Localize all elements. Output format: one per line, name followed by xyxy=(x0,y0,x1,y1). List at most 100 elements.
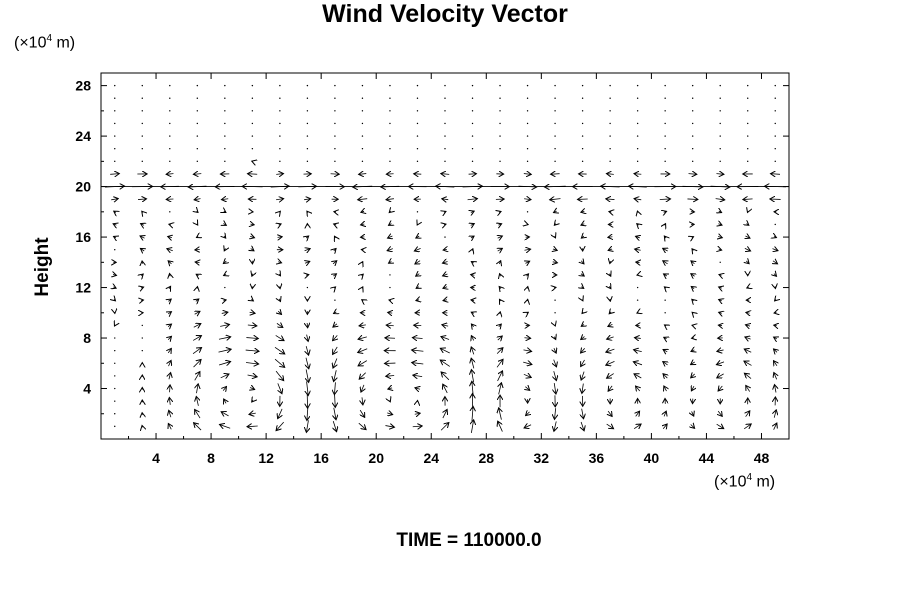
wind-arrow xyxy=(554,337,555,340)
wind-arrow xyxy=(333,358,337,368)
x-tick-label: 8 xyxy=(207,450,215,466)
wind-arrow xyxy=(195,409,201,419)
wind-arrow xyxy=(442,199,449,200)
wind-arrow xyxy=(555,236,556,238)
calm-point xyxy=(636,148,639,150)
calm-point xyxy=(719,261,721,264)
x-axis-unit: (×104 m) xyxy=(714,472,775,491)
calm-point xyxy=(141,97,143,99)
wind-arrow xyxy=(691,424,695,428)
wind-arrow xyxy=(609,312,611,314)
wind-arrow xyxy=(582,383,583,394)
wind-arrow xyxy=(334,407,336,420)
x-unit-prefix: (×10 xyxy=(714,473,747,491)
wind-arrow xyxy=(499,211,501,212)
wind-arrow xyxy=(333,324,337,327)
wind-arrow xyxy=(193,324,201,328)
calm-point xyxy=(361,122,364,125)
calm-point xyxy=(334,97,336,99)
wind-arrow xyxy=(581,287,583,289)
wind-arrow xyxy=(634,199,642,200)
calm-point xyxy=(554,160,556,163)
calm-point xyxy=(224,286,226,289)
wind-arrow xyxy=(387,413,392,415)
wind-arrow xyxy=(440,348,450,354)
wind-arrow xyxy=(275,335,284,340)
wind-arrow xyxy=(581,261,584,264)
wind-arrow xyxy=(499,287,501,289)
wind-arrow xyxy=(581,211,585,212)
calm-point xyxy=(609,160,611,163)
wind-arrow xyxy=(443,274,448,276)
wind-arrow xyxy=(251,249,254,251)
calm-point xyxy=(526,110,529,112)
wind-arrow xyxy=(224,236,226,238)
calm-point xyxy=(719,160,721,163)
wind-arrow xyxy=(554,224,556,226)
wind-arrow xyxy=(412,363,424,364)
wind-arrow xyxy=(687,199,697,200)
wind-arrow xyxy=(498,236,503,238)
wind-arrow xyxy=(746,261,749,264)
x-unit-suffix: m) xyxy=(752,473,776,491)
wind-arrow xyxy=(168,336,171,339)
calm-point xyxy=(747,84,749,87)
wind-arrow xyxy=(772,249,778,251)
wind-arrow xyxy=(610,261,611,264)
calm-point xyxy=(169,122,171,125)
wind-arrow xyxy=(719,249,722,250)
wind-arrow xyxy=(472,381,473,396)
calm-point xyxy=(416,110,419,112)
wind-arrow xyxy=(196,237,198,238)
calm-point xyxy=(444,160,446,163)
wind-arrow xyxy=(196,384,198,394)
calm-point xyxy=(224,97,226,99)
calm-point xyxy=(416,84,419,87)
wind-arrow xyxy=(245,363,259,365)
wind-arrow xyxy=(223,224,226,226)
time-label: TIME = 110000.0 xyxy=(396,530,542,551)
wind-arrow xyxy=(168,261,171,264)
wind-arrow xyxy=(279,224,281,225)
wind-arrow xyxy=(551,174,560,175)
wind-arrow xyxy=(114,325,115,326)
wind-arrow xyxy=(416,236,419,238)
wind-arrow xyxy=(195,311,200,314)
calm-point xyxy=(664,97,666,99)
wind-arrow xyxy=(692,411,694,416)
calm-point xyxy=(416,148,419,150)
wind-arrow xyxy=(497,371,503,382)
calm-point xyxy=(416,135,419,137)
wind-arrow xyxy=(387,249,393,251)
wind-arrow xyxy=(278,408,282,419)
wind-arrow xyxy=(193,174,202,175)
y-axis-unit: (×104 m) xyxy=(14,33,75,52)
calm-point xyxy=(526,97,529,99)
wind-arrow xyxy=(306,369,309,382)
calm-point xyxy=(389,274,391,276)
calm-point xyxy=(389,148,391,150)
calm-point xyxy=(114,160,116,163)
wind-arrow xyxy=(444,224,446,225)
wind-arrow xyxy=(471,236,474,238)
wind-arrow xyxy=(719,275,721,276)
wind-arrow xyxy=(525,261,529,263)
calm-point xyxy=(609,110,611,112)
wind-arrow xyxy=(636,411,640,416)
calm-point xyxy=(554,97,556,99)
wind-arrow xyxy=(774,410,776,418)
y-tick-label: 28 xyxy=(75,78,91,94)
wind-arrow xyxy=(333,420,336,432)
calm-point xyxy=(389,122,391,125)
wind-arrow xyxy=(168,312,171,314)
wind-arrow xyxy=(527,312,529,313)
wind-arrow xyxy=(141,224,144,226)
wind-arrow xyxy=(581,324,584,326)
calm-point xyxy=(774,97,776,99)
wind-arrow xyxy=(196,299,199,301)
calm-point xyxy=(389,286,391,289)
wind-arrow xyxy=(716,362,725,365)
calm-point xyxy=(471,110,474,112)
wind-arrow xyxy=(194,372,200,381)
wind-arrow xyxy=(169,360,172,367)
